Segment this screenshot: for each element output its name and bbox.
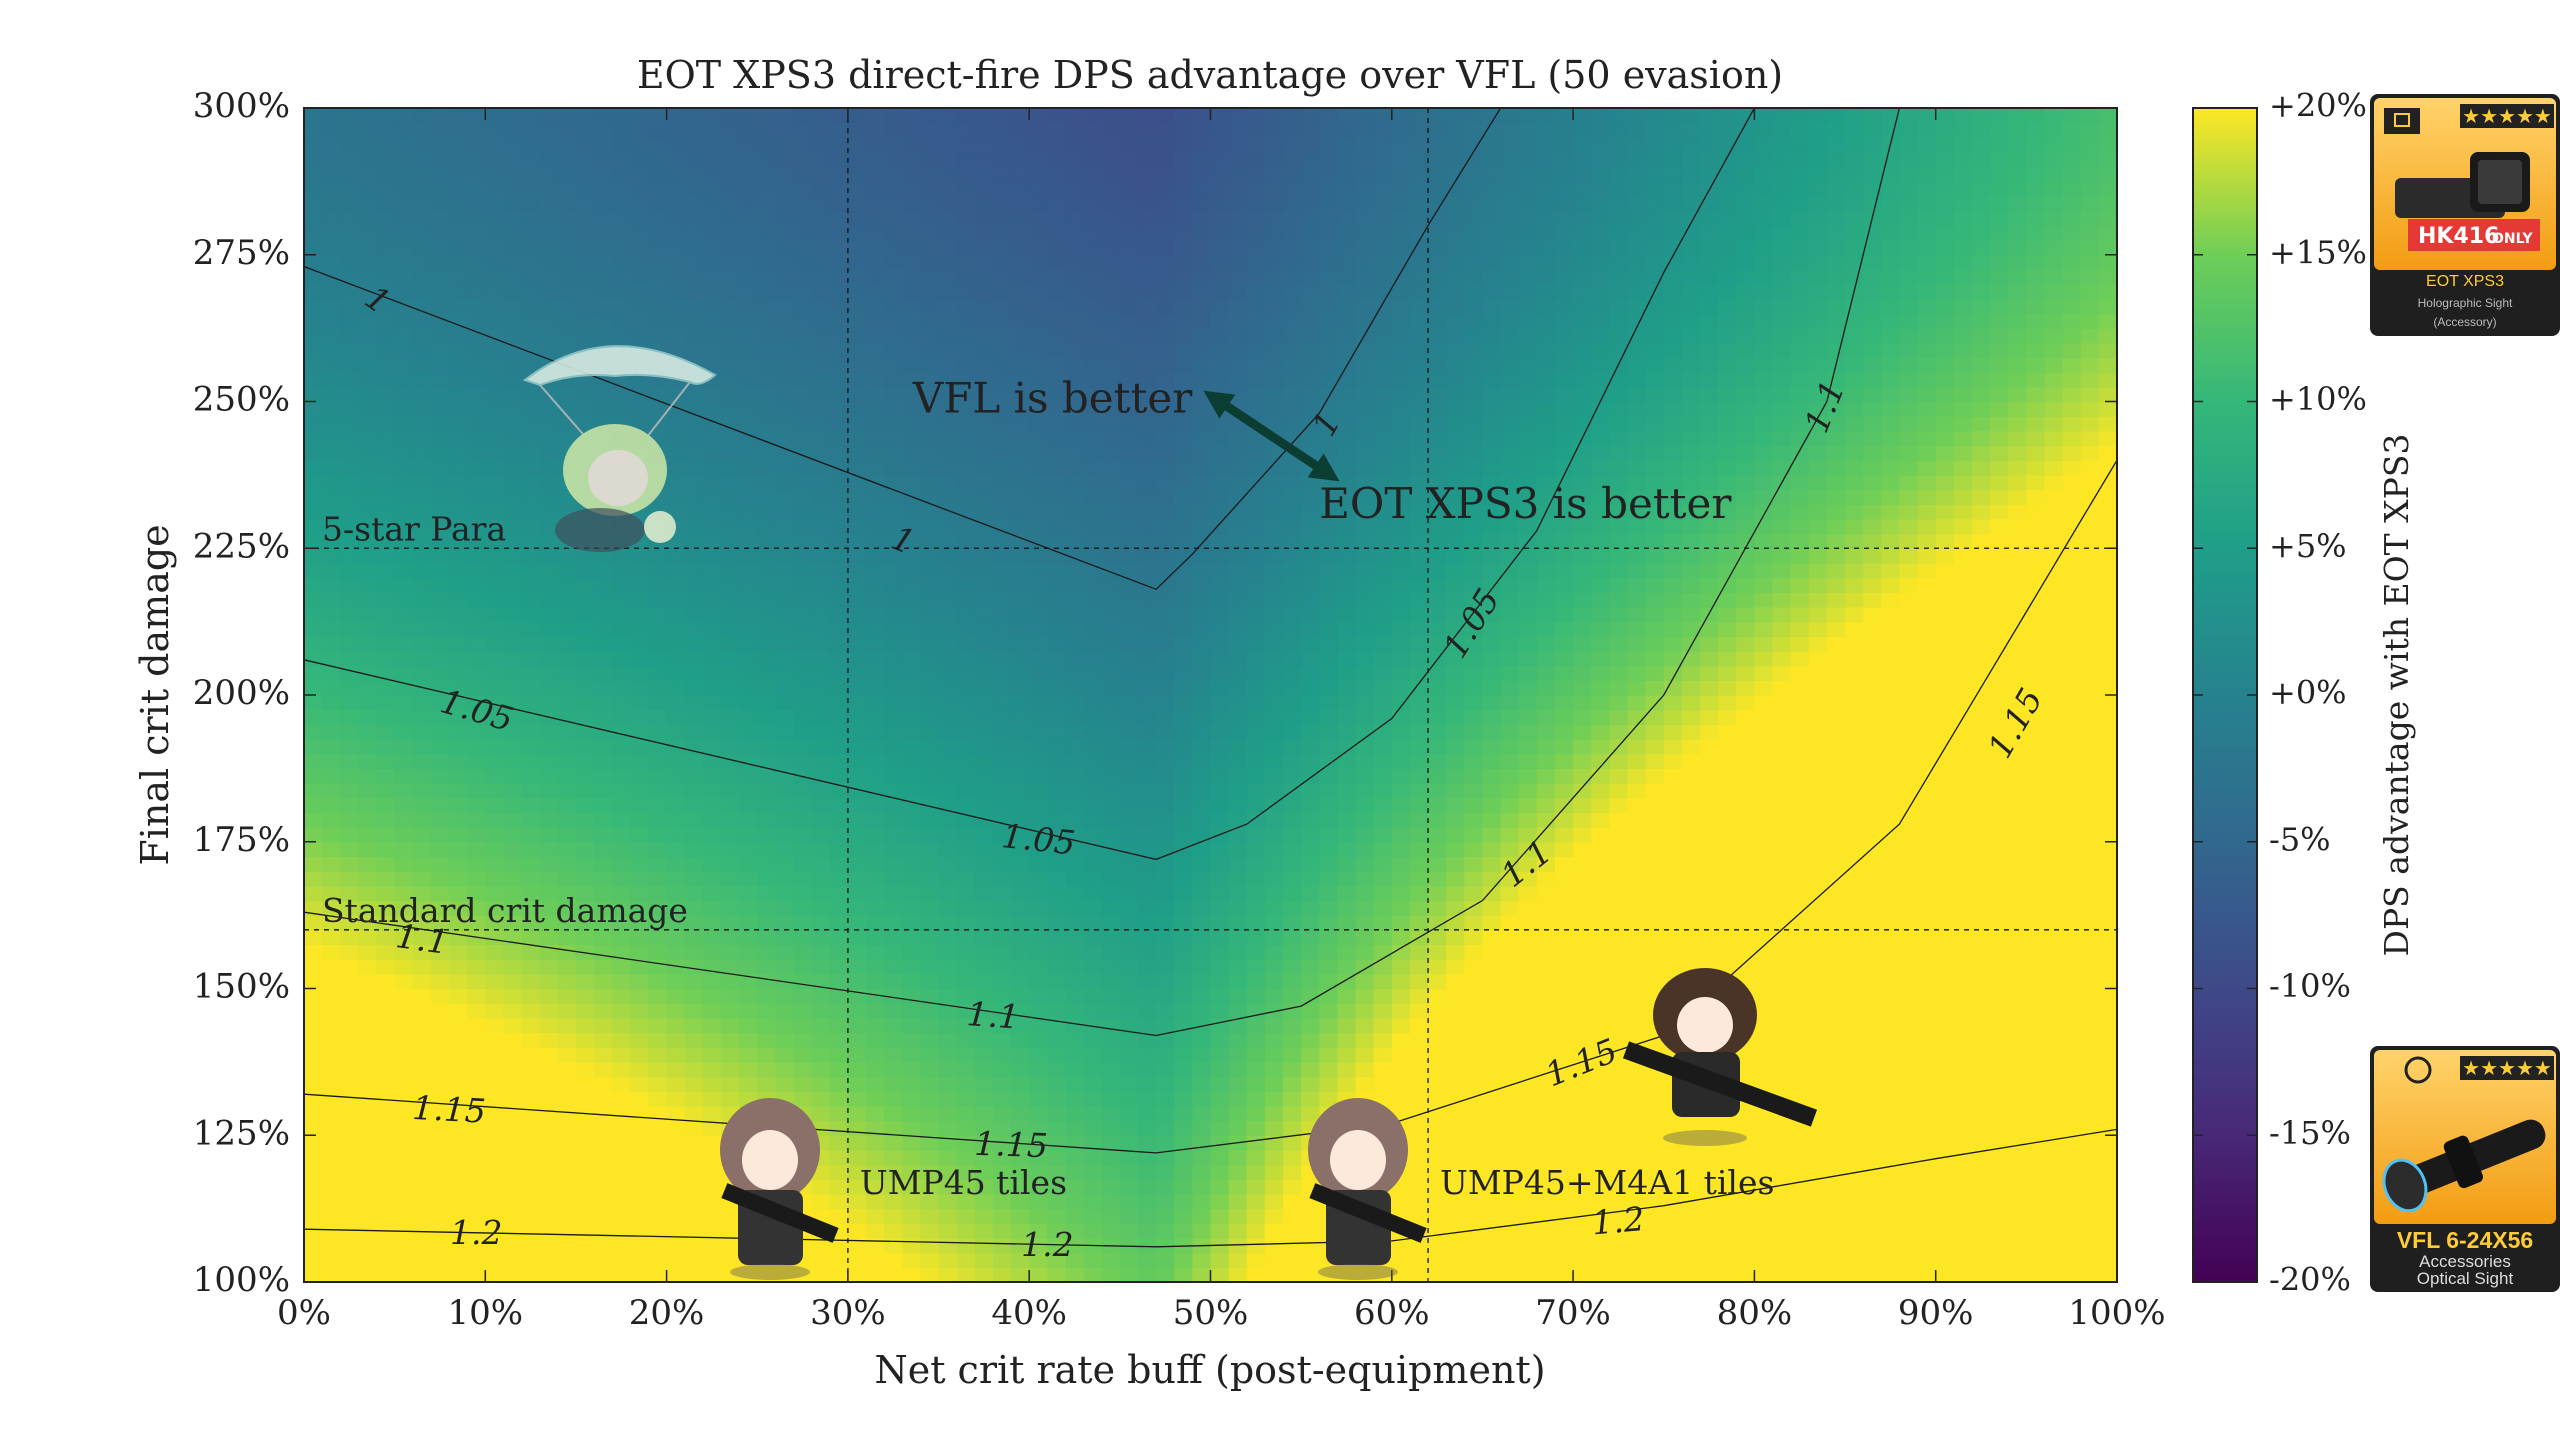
y-tick-label: 100% [193,1260,290,1300]
y-tick-label: 150% [193,967,290,1007]
x-tick-label: 80% [1717,1293,1793,1333]
y-tick-label: 225% [193,526,290,566]
colorbar-tick-label: +15% [2269,233,2367,271]
contour-line [304,459,2117,1154]
annotation-text: EOT XPS3 is better [1319,479,1732,528]
annotations: VFL is better EOT XPS3 is better [912,374,1733,529]
eot-card-stars: ★★★★★ [2462,104,2552,128]
crosshair-icon [2404,1056,2432,1084]
colorbar [2192,107,2258,1283]
x-tick-label: 10% [448,1293,524,1333]
colorbar-tick-label: -5% [2269,820,2331,858]
y-tick-label: 175% [193,820,290,860]
reference-line-label: 5-star Para [322,509,506,548]
vfl-card-stars: ★★★★★ [2462,1056,2552,1080]
eot-card-category: (Accessory) [2433,315,2496,329]
eot-card-badge: HK416 [2418,224,2499,249]
eot-xps3-card: ★★★★★ HK416 ONLY EOT XPS3 Holographic Si… [2370,94,2560,336]
colorbar-tick-label: -10% [2269,967,2351,1005]
y-tick-label: 250% [193,380,290,420]
colorbar-tick-label: +10% [2269,380,2367,418]
vfl-card: ★★★★★ VFL 6-24X56 Accessories Optical Si… [2370,1046,2560,1292]
vfl-card-name: VFL 6-24X56 [2397,1227,2533,1253]
eot-card-badge-suffix: ONLY [2492,231,2533,247]
x-tick-label: 30% [810,1293,886,1333]
reference-line-label: UMP45+M4A1 tiles [1440,1163,1774,1202]
x-tick-label: 0% [277,1293,331,1333]
ump45-character-image-left [720,1098,839,1280]
reference-line-label: UMP45 tiles [860,1163,1067,1202]
heatmap [304,108,2117,1282]
y-tick-label: 125% [193,1113,290,1153]
annotation-text: VFL is better [912,374,1193,423]
y-tick-label: 275% [193,233,290,273]
x-axis-label: Net crit rate buff (post-equipment) [874,1348,1545,1392]
contour-line [304,108,1755,861]
contour-label: 1.15 [411,1088,486,1131]
x-axis-ticks: 0% 10% 20% 30% 40% 50% 60% 70% 80% 90% 100% [277,108,2166,1333]
vfl-card-category: Optical Sight [2417,1269,2514,1288]
reference-line-label: Standard crit damage [322,891,688,930]
colorbar-tick-label: +0% [2269,674,2347,712]
contour-label: 1.1 [393,916,450,962]
m4a1-character-image [1622,968,1818,1146]
x-tick-label: 20% [629,1293,705,1333]
contour-label: 1.15 [974,1124,1049,1166]
eot-card-name: EOT XPS3 [2426,273,2504,290]
colorbar-label: DPS advantage with EOT XPS3 [2377,434,2416,957]
contour-line [304,1128,2117,1248]
rifle-scope-icon [2382,1119,2546,1213]
contour-line [304,108,1502,591]
x-tick-label: 60% [1354,1293,1430,1333]
holographic-sight-icon [2395,152,2530,218]
colorbar-tick-label: +20% [2269,87,2367,125]
parachute-character-image [522,345,717,552]
contour-label: 1.2 [450,1213,502,1252]
contour-label: 1.05 [1000,816,1077,862]
y-axis-label: Final crit damage [133,524,177,865]
colorbar-ticks: +20% +15% +10% +5% +0% -5% -10% -15% -20% [2193,87,2367,1299]
ump45-character-image-right [1308,1098,1427,1280]
contour-label: 1.1 [966,994,1021,1037]
x-tick-label: 50% [1173,1293,1249,1333]
x-tick-label: 40% [991,1293,1067,1333]
vfl-card-subtitle: Accessories [2419,1252,2511,1271]
chart-title: EOT XPS3 direct-fire DPS advantage over … [637,53,1783,97]
reference-lines: 5-star Para Standard crit damage UMP45 til… [304,108,2117,1282]
eot-card-subtitle: Holographic Sight [2418,296,2513,310]
y-tick-label: 300% [193,86,290,126]
square-sight-icon [2384,108,2420,134]
x-tick-label: 70% [1535,1293,1611,1333]
contour-label: 1.2 [1021,1225,1073,1264]
y-axis-ticks: 100% 125% 150% 175% 200% 225% 250% 275% 300% [193,86,2117,1300]
x-tick-label: 100% [2068,1293,2165,1333]
colorbar-tick-label: -20% [2269,1261,2351,1299]
contour-line [304,108,1901,1037]
x-tick-label: 90% [1898,1293,1974,1333]
y-tick-label: 200% [193,673,290,713]
double-arrow [1203,390,1340,482]
colorbar-tick-label: +5% [2269,527,2347,565]
colorbar-tick-label: -15% [2269,1114,2351,1152]
contour-label: 1.2 [1590,1199,1646,1242]
